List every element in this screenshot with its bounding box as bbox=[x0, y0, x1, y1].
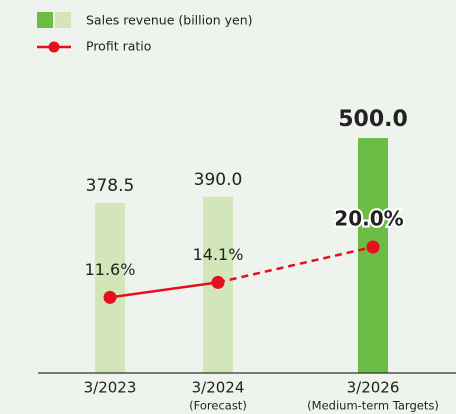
line-segment bbox=[109, 281, 219, 299]
bar-value-label: 390.0 bbox=[194, 170, 243, 190]
line-point bbox=[211, 275, 225, 289]
legend-swatch bbox=[37, 12, 53, 28]
line-point bbox=[103, 290, 117, 304]
bar-value-label: 500.0 bbox=[338, 107, 408, 132]
line-segment bbox=[217, 245, 374, 284]
legend-label: Profit ratio bbox=[86, 39, 151, 54]
legend-label: Sales revenue (billion yen) bbox=[86, 13, 253, 28]
bar-value-label: 378.5 bbox=[86, 176, 135, 196]
x-tick-label: 3/2023 bbox=[84, 379, 137, 397]
x-tick-note: (Forecast) bbox=[189, 399, 247, 413]
line-point bbox=[366, 240, 380, 254]
bar bbox=[358, 138, 388, 373]
bar bbox=[95, 202, 125, 373]
line-value-label: 11.6% bbox=[85, 260, 136, 279]
legend-dot bbox=[48, 41, 60, 53]
legend-swatch bbox=[55, 12, 71, 28]
x-tick-note: (Medium-term Targets) bbox=[307, 399, 439, 413]
x-tick-label: 3/2024 bbox=[192, 379, 245, 397]
line-value-label: 20.0% bbox=[334, 207, 403, 231]
x-tick-label: 3/2026 bbox=[347, 379, 400, 397]
line-value-label: 14.1% bbox=[193, 245, 244, 264]
